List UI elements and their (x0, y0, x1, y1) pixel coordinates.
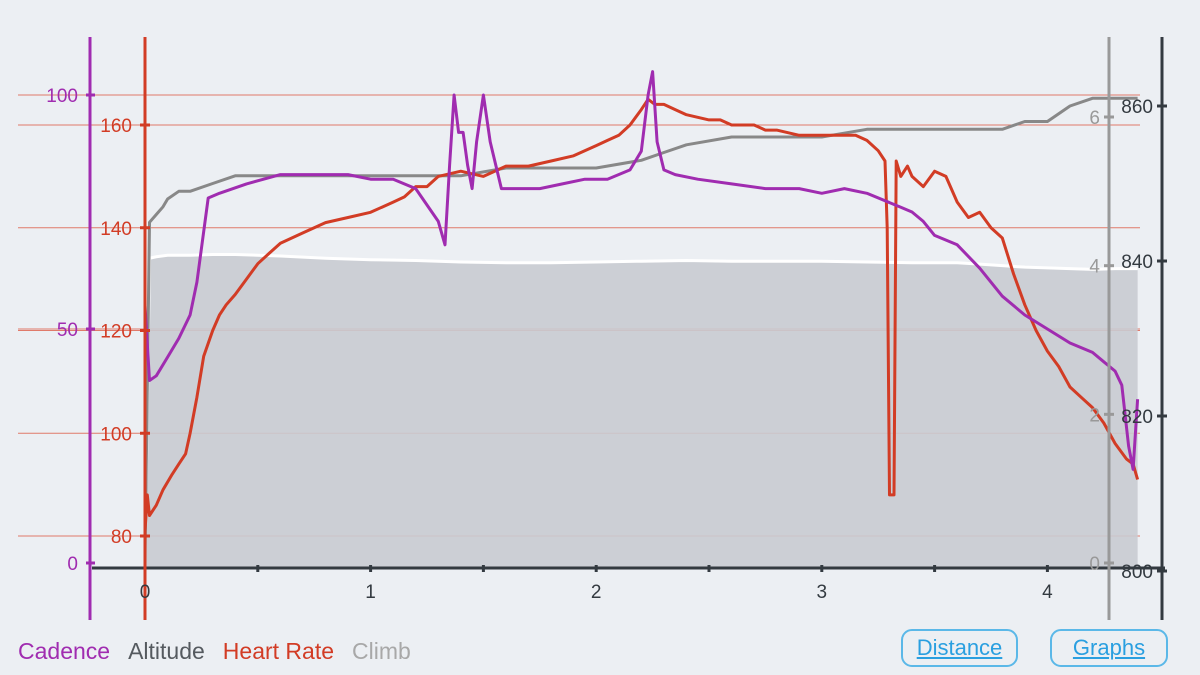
climb-tick-label: 0 (1089, 554, 1100, 575)
legend-climb: Climb (352, 638, 411, 664)
heart-rate-tick-label: 100 (100, 424, 132, 445)
altitude-tick-label: 800 (1121, 562, 1153, 583)
graphs-button[interactable]: Graphs (1050, 629, 1168, 667)
x-tick-label: 4 (1042, 582, 1053, 603)
heart-rate-tick-label: 160 (100, 116, 132, 137)
legend-cadence: Cadence (18, 638, 111, 664)
legend-heart-rate: Heart Rate (222, 638, 335, 664)
cadence-series-line (143, 70, 1140, 471)
cadence-tick-label: 0 (67, 554, 78, 575)
climb-tick-label: 2 (1089, 405, 1100, 426)
heart-rate-tick-label: 120 (100, 322, 132, 343)
altitude-tick-label: 820 (1121, 407, 1153, 428)
cadence-tick-label: 50 (57, 320, 78, 341)
climb-line (143, 253, 1138, 564)
climb-tick-label: 6 (1089, 108, 1100, 129)
x-tick-label: 3 (817, 582, 828, 603)
x-tick-label: 2 (591, 582, 602, 603)
legend: Cadence Altitude Heart Rate Climb (18, 638, 429, 665)
heart-rate-series-line (143, 97, 1140, 531)
climb-area (145, 254, 1138, 568)
altitude-series-line (143, 96, 1138, 564)
distance-button[interactable]: Distance (901, 629, 1018, 667)
altitude-tick-label: 840 (1121, 252, 1153, 273)
heart-rate-tick-label: 80 (111, 527, 132, 548)
chart: 0 1 2 3 4 0 50 100 80 100 120 140 160 0 2 4 6 800 820 840 86… (18, 37, 1167, 620)
x-tick-label: 0 (140, 582, 151, 603)
x-tick-label: 1 (365, 582, 376, 603)
heart-rate-tick-label: 140 (100, 219, 132, 240)
cadence-tick-label: 100 (46, 86, 78, 107)
legend-altitude: Altitude (128, 638, 205, 664)
altitude-tick-label: 860 (1121, 97, 1153, 118)
climb-tick-label: 4 (1089, 257, 1100, 278)
